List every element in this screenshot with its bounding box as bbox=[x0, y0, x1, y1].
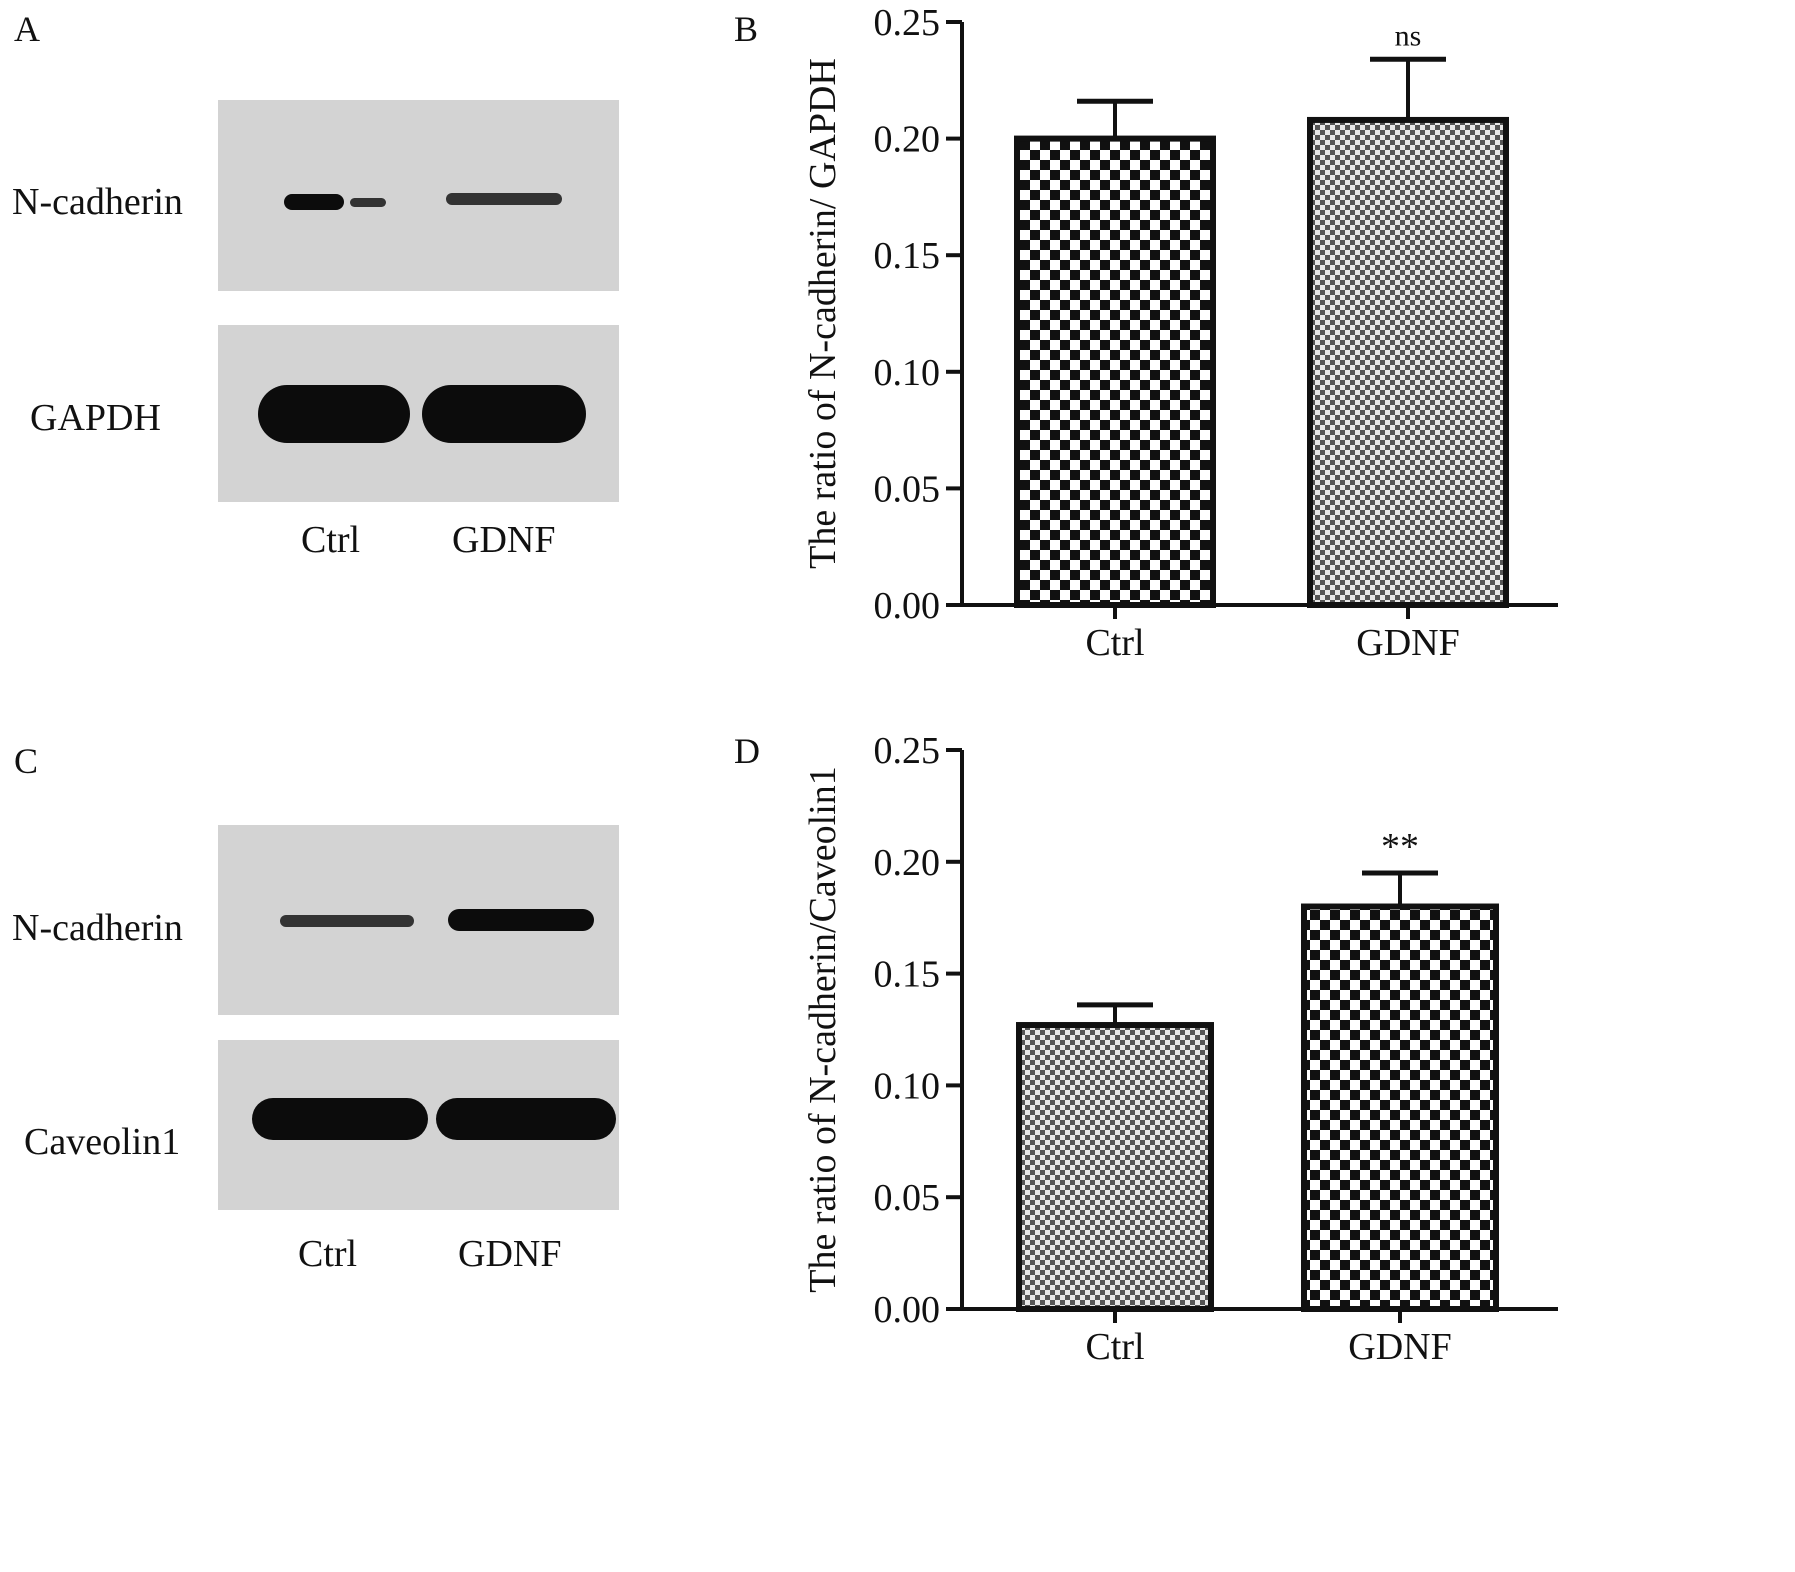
panel-a-letter: A bbox=[14, 9, 40, 49]
y-tick-label: 0.10 bbox=[874, 352, 941, 394]
band-a-ctrl bbox=[284, 194, 344, 210]
bar-ctrl bbox=[1016, 1022, 1214, 1312]
x-tick-label: GDNF bbox=[1356, 622, 1459, 664]
y-tick-label: 0.25 bbox=[874, 730, 941, 772]
y-tick-label: 0.00 bbox=[874, 1289, 941, 1331]
lane-a-gdnf: GDNF bbox=[452, 519, 556, 561]
blot-a-gapdh bbox=[218, 325, 619, 502]
band-c-caveolin1-ctrl bbox=[252, 1098, 428, 1140]
y-axis-label: The ratio of N-cadherin/Caveolin1 bbox=[802, 766, 844, 1293]
y-tick-label: 0.20 bbox=[874, 842, 941, 884]
y-tick-label: 0.15 bbox=[874, 954, 941, 996]
band-a-gapdh-ctrl bbox=[258, 385, 410, 443]
bar-gdnf bbox=[1307, 116, 1509, 608]
x-tick-label: Ctrl bbox=[1085, 1326, 1144, 1368]
blot-c-ncadherin bbox=[218, 825, 619, 1015]
y-tick-label: 0.00 bbox=[874, 585, 941, 627]
band-c-ctrl bbox=[280, 915, 414, 927]
y-tick-label: 0.15 bbox=[874, 235, 941, 277]
x-tick-label: GDNF bbox=[1348, 1326, 1451, 1368]
y-tick-label: 0.05 bbox=[874, 1177, 941, 1219]
significance-label: ns bbox=[1395, 19, 1422, 52]
panel-b-letter: B bbox=[734, 9, 759, 49]
blot-c-label-ncadherin: N-cadherin bbox=[12, 907, 183, 949]
panel-c-letter: C bbox=[14, 741, 39, 781]
blot-a-label-gapdh: GAPDH bbox=[30, 397, 161, 439]
y-tick-label: 0.10 bbox=[874, 1065, 941, 1107]
band-a-gapdh-gdnf bbox=[422, 385, 586, 443]
y-tick-label: 0.25 bbox=[874, 2, 941, 44]
blot-a-label-ncadherin: N-cadherin bbox=[12, 181, 183, 223]
panel-d-letter: D bbox=[734, 731, 760, 771]
lane-a-ctrl: Ctrl bbox=[301, 519, 361, 561]
y-tick-label: 0.05 bbox=[874, 468, 941, 510]
bar-ctrl bbox=[1014, 135, 1216, 608]
blot-c-caveolin1 bbox=[218, 1040, 619, 1210]
lane-c-gdnf: GDNF bbox=[458, 1233, 562, 1275]
chart-b: 0.00 0.05 0.10 0.15 0.20 0.25 The ratio of N-c… bbox=[802, 2, 1558, 664]
band-c-gdnf bbox=[448, 909, 594, 931]
x-tick-label: Ctrl bbox=[1085, 622, 1144, 664]
blot-a-ncadherin bbox=[218, 100, 619, 291]
y-tick-label: 0.20 bbox=[874, 119, 941, 161]
band-a-gdnf bbox=[446, 193, 562, 205]
y-axis-label: The ratio of N-cadherin/ GAPDH bbox=[802, 58, 844, 569]
significance-label: ** bbox=[1381, 826, 1419, 868]
chart-d: 0.00 0.05 0.10 0.15 0.20 0.25 The ratio of N-c… bbox=[802, 730, 1558, 1368]
lane-c-ctrl: Ctrl bbox=[298, 1233, 358, 1275]
band-a-ctrl-faint bbox=[350, 198, 386, 207]
blot-c-label-caveolin1: Caveolin1 bbox=[24, 1121, 181, 1163]
band-c-caveolin1-gdnf bbox=[436, 1098, 616, 1140]
bar-gdnf bbox=[1301, 903, 1499, 1313]
